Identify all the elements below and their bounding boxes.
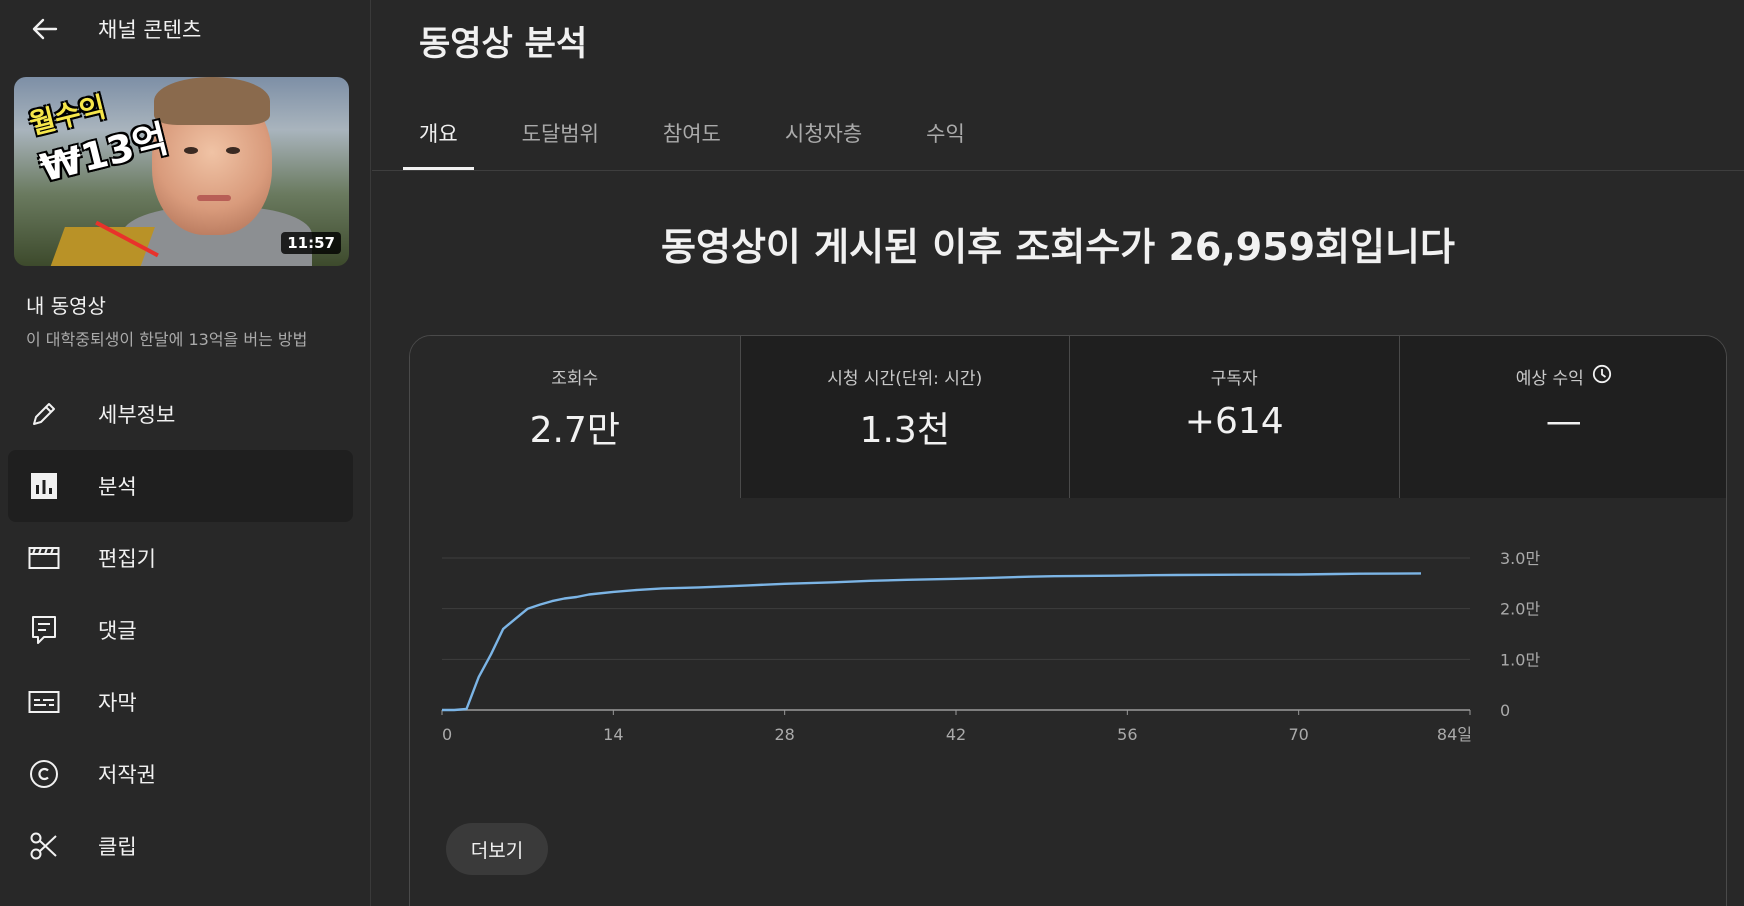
my-video-label: 내 동영상 [26,294,106,318]
metric-label-text: 구독자 [1210,369,1258,389]
sidebar-item-comments[interactable]: 댓글 [8,594,353,666]
x-tick-label: 14 [603,725,623,744]
sidebar-item-label: 저작권 [98,763,156,787]
page-title: 동영상 분석 [419,24,588,64]
thumbnail-eye-left [184,147,198,154]
sidebar-item-subtitles[interactable]: 자막 [8,666,353,738]
x-tick-label: 42 [946,725,966,744]
pencil-icon [28,398,60,430]
tab-audience[interactable]: 시청자층 [784,122,863,146]
sidebar-item-clips[interactable]: 클립 [8,810,353,882]
scissors-icon [28,830,60,862]
tab-engagement[interactable]: 참여도 [662,122,721,146]
clock-icon[interactable] [1592,364,1612,389]
views-series-line [442,572,1422,712]
thumbnail-overlay-text: 월수익 ₩13억 [25,77,173,192]
metrics-row: 조회수 2.7만 시청 시간(단위: 시간) 1.3천 구독자 +614 예상 … [410,336,1727,498]
x-tick-label: 84일 [1437,725,1472,744]
video-duration: 11:57 [281,232,341,254]
subtitles-icon [28,686,60,718]
metric-value: +614 [1184,401,1284,442]
video-thumbnail[interactable]: 월수익 ₩13억 11:57 [14,77,349,266]
metric-label: 조회수 [410,364,740,389]
back-arrow-icon[interactable] [30,14,60,44]
back-label[interactable]: 채널 콘텐츠 [98,18,202,42]
sidebar-item-label: 편집기 [98,547,156,571]
metric-label: 구독자 [1070,364,1399,389]
metric-watch-time[interactable]: 시청 시간(단위: 시간) 1.3천 [739,336,1070,498]
metric-label: 시청 시간(단위: 시간) [741,364,1070,389]
thumbnail-hair [154,77,270,125]
metric-views[interactable]: 조회수 2.7만 [410,336,740,498]
metric-subscribers[interactable]: 구독자 +614 [1069,336,1399,498]
comments-icon [28,614,60,646]
metric-label: 예상 수익 [1400,364,1727,389]
tab-bar: 개요 도달범위 참여도 시청자층 수익 [403,100,1029,170]
sidebar-item-analytics[interactable]: 분석 [8,450,353,522]
views-chart-svg: 0 1.0만 2.0만 3.0만 0 14 28 42 56 70 84일 [441,549,1540,744]
x-tick-label: 28 [774,725,794,744]
back-row: 채널 콘텐츠 [0,0,371,58]
tab-revenue[interactable]: 수익 [926,122,965,146]
sidebar-nav: 세부정보 분석 편집기 댓글 자막 [8,378,353,882]
sidebar-item-editor[interactable]: 편집기 [8,522,353,594]
y-tick-label: 1.0만 [1500,650,1540,669]
analytics-icon [28,470,60,502]
metric-label-text: 예상 수익 [1515,369,1584,389]
y-tick-label: 2.0만 [1500,600,1540,619]
copyright-icon [28,758,60,790]
sidebar: 채널 콘텐츠 월수익 ₩13억 11:57 내 동영상 이 대학중퇴생이 한달에… [0,0,371,906]
metric-label-text: 조회수 [551,369,599,389]
metric-value: 1.3천 [859,410,950,451]
y-tick-label: 3.0만 [1500,549,1540,568]
sidebar-item-label: 클립 [98,835,137,859]
views-chart: 0 1.0만 2.0만 3.0만 0 14 28 42 56 70 84일 [410,498,1726,798]
metric-value: — [1545,401,1582,442]
editor-icon [28,542,60,574]
metric-label-text: 시청 시간(단위: 시간) [827,369,983,389]
metric-estimated-revenue[interactable]: 예상 수익 — [1398,336,1727,498]
sidebar-item-label: 세부정보 [98,403,176,427]
metric-value: 2.7만 [529,410,620,451]
sidebar-item-label: 자막 [98,691,137,715]
tab-overview[interactable]: 개요 [403,100,474,170]
main-content: 동영상 분석 개요 도달범위 참여도 시청자층 수익 동영상이 게시된 이후 조… [372,0,1744,906]
x-tick-label: 0 [442,725,452,744]
sidebar-item-details[interactable]: 세부정보 [8,378,353,450]
more-button[interactable]: 더보기 [446,823,548,875]
thumbnail-eye-right [226,147,240,154]
sidebar-item-label: 분석 [98,475,137,499]
x-tick-label: 70 [1288,725,1308,744]
y-tick-label: 0 [1500,701,1510,720]
sidebar-item-label: 댓글 [98,619,137,643]
views-headline: 동영상이 게시된 이후 조회수가 26,959회입니다 [661,225,1455,269]
x-tick-label: 56 [1117,725,1137,744]
tab-reach[interactable]: 도달범위 [521,122,599,146]
thumbnail-mouth [197,195,231,201]
overview-card: 조회수 2.7만 시청 시간(단위: 시간) 1.3천 구독자 +614 예상 … [409,335,1727,906]
sidebar-item-copyright[interactable]: 저작권 [8,738,353,810]
video-title: 이 대학중퇴생이 한달에 13억을 버는 방법 [26,330,308,349]
tab-divider [372,170,1744,171]
